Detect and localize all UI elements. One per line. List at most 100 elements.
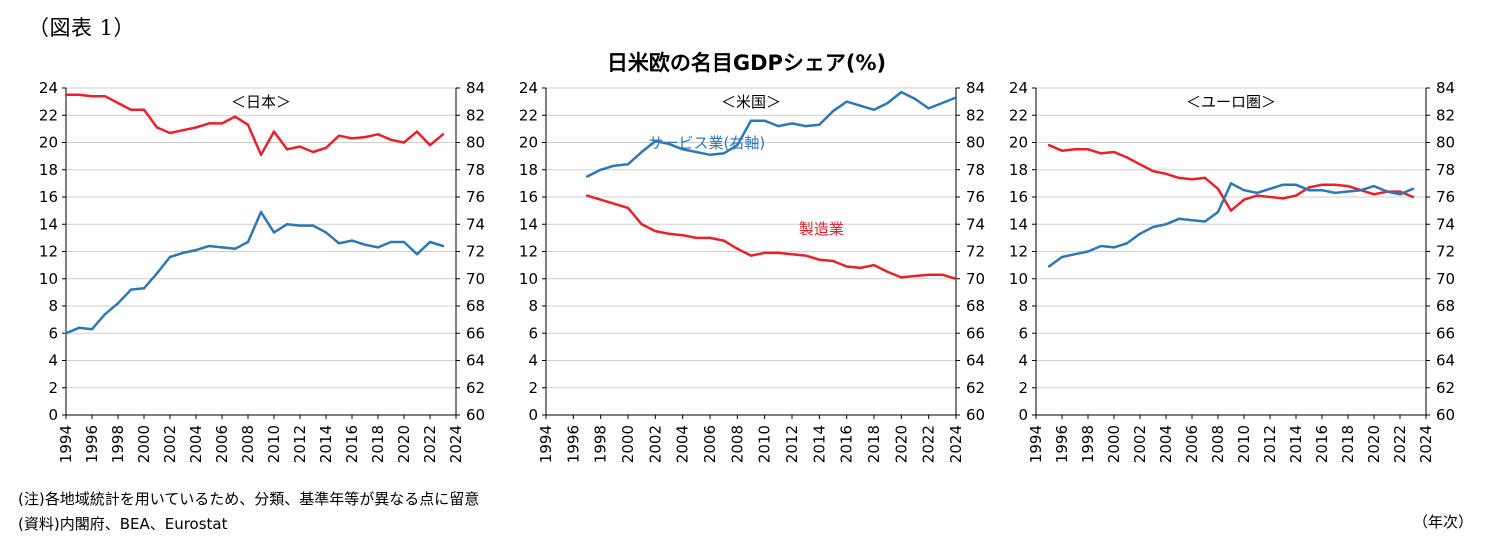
data-point-manufacturing [1047, 144, 1051, 147]
footnote-note: (注)各地域統計を用いているため、分類、基準年等が異なる点に留意 [18, 490, 480, 508]
left-tick-label: 2 [1018, 379, 1028, 397]
right-tick-label: 78 [466, 161, 485, 179]
right-tick-label: 62 [466, 379, 485, 397]
data-point-manufacturing [324, 146, 328, 150]
data-point-manufacturing [613, 202, 616, 206]
data-point-services [1242, 188, 1246, 192]
data-point-manufacturing [415, 130, 419, 133]
data-point-services [207, 244, 211, 248]
left-tick-label: 10 [39, 270, 58, 288]
data-point-manufacturing [1229, 209, 1233, 212]
data-point-manufacturing [194, 126, 198, 129]
data-point-services [900, 90, 903, 94]
data-point-services [640, 150, 643, 154]
panel-us: 0246810121416182022246062646668707274767… [519, 79, 985, 463]
right-tick-label: 62 [966, 379, 985, 397]
data-point-manufacturing [818, 258, 821, 261]
data-point-services [872, 108, 876, 112]
left-tick-label: 6 [48, 324, 58, 342]
data-point-services [129, 288, 133, 291]
data-point-services [1372, 184, 1376, 188]
left-tick-label: 8 [528, 297, 538, 315]
x-tick-label: 2000 [619, 425, 637, 463]
data-point-services [350, 239, 354, 242]
series-line-manufacturing [586, 194, 957, 280]
x-tick-label: 2006 [1183, 425, 1201, 463]
data-point-manufacturing [1398, 190, 1402, 193]
data-point-services [1164, 223, 1168, 226]
left-tick-label: 14 [39, 215, 58, 233]
x-tick-label: 1996 [564, 425, 582, 463]
data-point-services [585, 175, 589, 178]
data-point-manufacturing [1099, 152, 1103, 155]
x-tick-label: 2016 [838, 425, 856, 463]
panel-title: ＜ユーロ圏＞ [1186, 93, 1276, 111]
data-point-manufacturing [654, 229, 657, 233]
data-point-manufacturing [585, 194, 589, 197]
x-tick-label: 2018 [369, 425, 387, 463]
data-point-services [376, 246, 380, 249]
x-tick-label: 2024 [447, 425, 465, 463]
left-tick-label: 24 [519, 79, 538, 97]
series-line-manufacturing [1048, 144, 1414, 212]
data-point-services [441, 244, 445, 248]
data-point-manufacturing [90, 94, 94, 98]
data-point-services [736, 144, 739, 147]
data-point-manufacturing [77, 93, 81, 97]
right-tick-label: 68 [966, 297, 985, 315]
footnote-source: (資料)内閣府、BEA、Eurostat [18, 515, 228, 533]
data-point-manufacturing [1203, 176, 1207, 180]
x-tick-label: 2022 [421, 425, 439, 463]
data-point-services [1294, 183, 1298, 186]
x-tick-label: 1994 [537, 425, 555, 463]
data-point-services [363, 243, 367, 246]
right-tick-label: 78 [1436, 161, 1455, 179]
data-point-manufacturing [1216, 187, 1220, 191]
left-tick-label: 12 [519, 243, 538, 261]
right-tick-label: 70 [466, 270, 485, 288]
left-tick-label: 18 [39, 161, 58, 179]
data-point-manufacturing [1138, 163, 1142, 166]
left-tick-label: 18 [1009, 161, 1028, 179]
data-point-services [181, 251, 185, 255]
panel-japan: 0246810121416182022246062646668707274767… [39, 79, 485, 463]
data-point-manufacturing [790, 253, 794, 256]
left-tick-label: 4 [528, 352, 538, 370]
data-point-services [1346, 190, 1350, 193]
data-point-manufacturing [259, 153, 263, 156]
data-point-manufacturing [350, 137, 354, 140]
x-tick-label: 2000 [135, 425, 153, 463]
data-point-services [708, 153, 712, 156]
data-point-manufacturing [389, 138, 393, 141]
right-tick-label: 64 [466, 352, 485, 370]
data-point-services [1060, 255, 1064, 259]
left-tick-label: 14 [1009, 215, 1028, 233]
left-tick-label: 0 [48, 406, 58, 424]
data-point-manufacturing [1060, 149, 1064, 152]
data-point-manufacturing [640, 223, 643, 226]
right-tick-label: 66 [466, 324, 485, 342]
x-tick-label: 2004 [1157, 425, 1175, 463]
x-tick-label: 2014 [810, 425, 828, 463]
data-point-services [1411, 187, 1415, 191]
data-point-services [389, 240, 393, 244]
right-tick-label: 60 [966, 406, 985, 424]
series-line-manufacturing [66, 93, 444, 157]
data-point-services [285, 223, 289, 226]
data-point-services [1177, 217, 1181, 220]
data-point-manufacturing [804, 254, 807, 257]
annotation-services: サービス業(右軸) [649, 134, 766, 152]
data-point-services [64, 332, 68, 335]
data-point-services [695, 150, 698, 154]
data-point-manufacturing [736, 247, 739, 250]
data-point-manufacturing [1346, 184, 1350, 188]
data-point-services [402, 240, 406, 244]
right-tick-label: 72 [966, 243, 985, 261]
x-tick-label: 2004 [187, 425, 205, 463]
left-tick-label: 20 [39, 134, 58, 152]
right-tick-label: 72 [466, 243, 485, 261]
data-point-services [220, 246, 224, 249]
right-tick-label: 80 [466, 134, 485, 152]
data-point-manufacturing [1112, 150, 1116, 154]
data-point-manufacturing [116, 101, 120, 105]
